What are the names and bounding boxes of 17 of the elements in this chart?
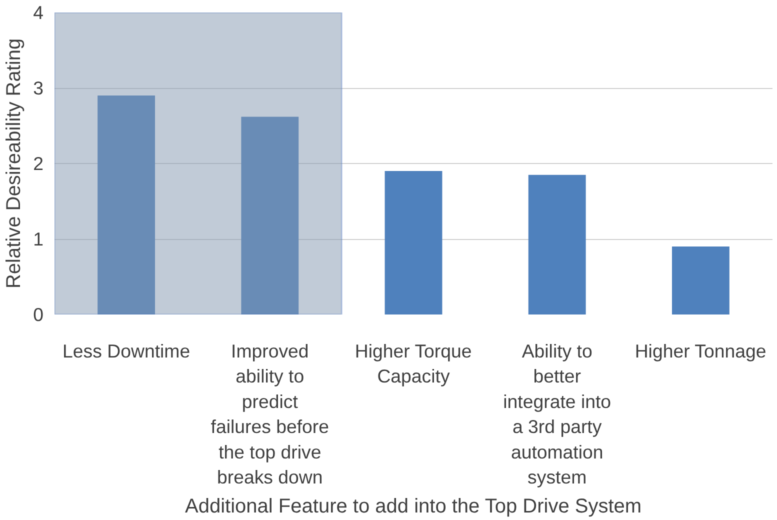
- x-tick-label: Less Downtime: [62, 340, 190, 362]
- bar: [384, 171, 442, 314]
- y-tick-label: 1: [33, 228, 44, 250]
- bar: [98, 96, 156, 314]
- bar: [672, 246, 730, 314]
- x-tick-label: Ability to better integrate into a 3rd party automation system: [503, 340, 612, 488]
- y-tick-label: 3: [33, 78, 44, 98]
- x-tick-label: Improved ability to predict failures before the top drive breaks down: [210, 340, 330, 488]
- y-tick-label: 2: [33, 153, 44, 174]
- y-tick-label: 4: [33, 2, 44, 23]
- bar: [528, 174, 586, 314]
- x-tick-label: Higher Tonnage: [634, 340, 766, 362]
- bar: [241, 116, 299, 314]
- x-tick-label: Higher Torque Capacity: [354, 340, 472, 387]
- y-tick-label: 0: [33, 304, 44, 325]
- x-axis-title: Additional Feature to add into the Top Drive System: [185, 496, 642, 518]
- y-axis-title: Relative Desireability Rating: [3, 38, 26, 289]
